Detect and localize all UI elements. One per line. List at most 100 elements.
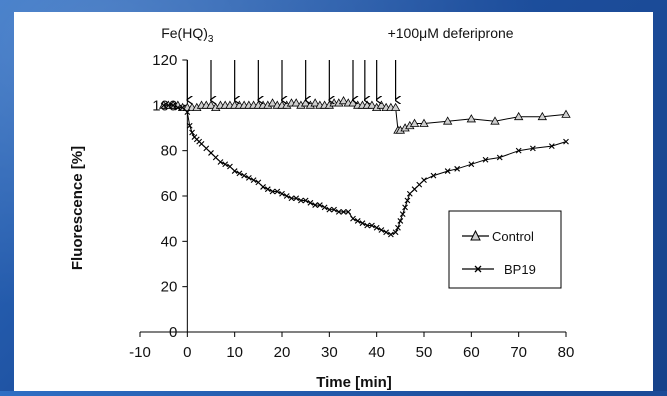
x-tick-label: 0 — [183, 344, 191, 361]
y-tick-label: 20 — [161, 279, 178, 296]
data-point-bp19 — [406, 190, 413, 197]
data-point-bp19 — [316, 202, 323, 208]
data-point-bp19 — [563, 138, 569, 145]
legend-label-bp19: BP19 — [504, 262, 536, 277]
y-axis-label: Fluorescence [%] — [69, 146, 86, 270]
data-point-bp19 — [354, 218, 361, 224]
data-point-bp19 — [397, 218, 404, 224]
data-point-bp19 — [179, 104, 186, 111]
data-point-bp19 — [269, 188, 276, 195]
data-point-bp19 — [395, 224, 401, 231]
data-point-bp19 — [515, 147, 522, 154]
data-point-control — [338, 95, 349, 105]
data-point-bp19 — [548, 143, 555, 150]
x-tick-label: -10 — [129, 344, 151, 361]
data-point-bp19 — [454, 165, 461, 172]
y-tick-label: 40 — [161, 233, 178, 250]
series-control — [158, 95, 571, 134]
legend-marker-control — [470, 229, 481, 241]
data-point-bp19 — [165, 102, 172, 109]
x-tick-label: 50 — [416, 344, 433, 361]
data-point-bp19 — [186, 122, 193, 129]
legend-box — [448, 210, 562, 289]
data-point-bp19 — [378, 227, 385, 233]
data-point-bp19 — [331, 206, 337, 213]
data-point-bp19 — [364, 222, 371, 229]
annotation-deferiprone: +100μM deferiprone — [388, 25, 514, 41]
data-point-bp19 — [496, 154, 503, 161]
data-point-bp19 — [236, 170, 243, 177]
data-point-bp19 — [184, 109, 191, 116]
x-tick-label: 70 — [510, 344, 527, 361]
x-tick-label: 60 — [463, 344, 480, 361]
data-point-bp19 — [298, 197, 304, 204]
data-point-bp19 — [222, 161, 229, 168]
data-point-control — [466, 114, 477, 123]
data-point-bp19 — [399, 211, 406, 218]
data-point-bp19 — [416, 181, 423, 188]
data-point-control — [442, 116, 453, 125]
data-point-control — [490, 116, 500, 125]
data-point-bp19 — [340, 208, 347, 215]
data-point-control — [376, 100, 387, 109]
series-bp19 — [160, 102, 569, 238]
data-point-bp19 — [203, 145, 210, 152]
data-point-bp19 — [274, 188, 281, 195]
data-point-bp19 — [404, 197, 411, 204]
data-point-bp19 — [283, 193, 290, 199]
data-point-bp19 — [411, 186, 418, 193]
y-tick-label: 80 — [161, 143, 178, 160]
data-point-bp19 — [387, 231, 394, 238]
data-point-bp19 — [288, 195, 295, 202]
data-point-control — [206, 100, 216, 109]
data-point-bp19 — [250, 177, 257, 184]
data-point-bp19 — [359, 220, 366, 227]
data-point-bp19 — [312, 202, 319, 208]
data-point-control — [409, 118, 420, 127]
data-point-control — [561, 109, 571, 118]
data-point-bp19 — [198, 140, 205, 147]
data-point-bp19 — [160, 102, 167, 109]
data-point-control — [291, 98, 301, 107]
data-point-bp19 — [326, 206, 333, 213]
data-point-bp19 — [350, 215, 356, 222]
data-point-bp19 — [174, 104, 181, 111]
data-point-bp19 — [255, 179, 262, 186]
x-tick-label: 20 — [274, 344, 291, 361]
data-point-control — [310, 98, 320, 107]
data-point-bp19 — [189, 129, 195, 136]
y-tick-label: 0 — [169, 324, 177, 341]
data-point-bp19 — [529, 145, 536, 152]
data-point-bp19 — [293, 195, 300, 202]
data-point-bp19 — [383, 229, 390, 236]
data-point-bp19 — [208, 150, 214, 156]
data-point-bp19 — [373, 224, 380, 231]
plot-area — [158, 95, 571, 238]
legend-marker-bp19 — [474, 265, 482, 273]
data-point-bp19 — [264, 186, 271, 193]
data-point-bp19 — [241, 172, 248, 179]
data-point-bp19 — [227, 163, 233, 170]
data-point-control — [513, 111, 524, 121]
data-point-control — [419, 118, 429, 127]
data-point-bp19 — [170, 102, 177, 109]
data-point-bp19 — [369, 222, 375, 229]
y-tick-label: 120 — [152, 52, 177, 69]
x-axis-label: Time [min] — [316, 374, 392, 391]
data-point-bp19 — [444, 168, 451, 174]
x-tick-label: 80 — [558, 344, 575, 361]
annotation-group: Fe(HQ)3 +100μM deferiprone — [161, 25, 514, 100]
data-point-control — [367, 100, 377, 109]
data-point-bp19 — [231, 168, 238, 174]
annotation-fe-hq3: Fe(HQ)3 — [161, 25, 214, 45]
data-point-bp19 — [402, 204, 408, 211]
x-tick-label: 30 — [321, 344, 338, 361]
data-point-bp19 — [307, 199, 314, 206]
data-point-bp19 — [392, 229, 399, 236]
legend-label-control: Control — [492, 229, 534, 244]
legend: Control BP19 — [448, 210, 562, 289]
data-point-bp19 — [345, 208, 352, 215]
data-point-bp19 — [212, 154, 219, 161]
